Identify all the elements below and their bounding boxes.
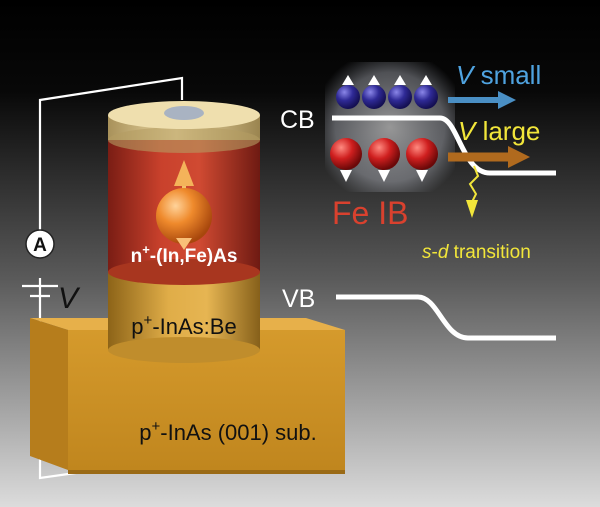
cb-label: CB bbox=[280, 106, 315, 134]
substrate-label: p+-InAs (001) sub. bbox=[139, 418, 317, 445]
valence-band-line bbox=[336, 294, 556, 341]
fe-ib-label: Fe IB bbox=[332, 195, 408, 231]
voltage-label: V bbox=[58, 282, 81, 315]
conduction-band-line bbox=[332, 115, 556, 176]
p-layer-label: p+-InAs:Be bbox=[131, 312, 236, 339]
v-small-arrow bbox=[448, 91, 516, 109]
electron-spin-icon bbox=[156, 160, 212, 250]
sd-transition-arrow bbox=[466, 165, 480, 218]
v-small-label: V small bbox=[456, 60, 541, 90]
ammeter-label: A bbox=[33, 235, 47, 256]
sd-transition-label: s-d transition bbox=[422, 242, 531, 263]
fe-impurity-electrons bbox=[330, 138, 438, 182]
v-large-arrow bbox=[448, 146, 530, 168]
n-layer-label: n+-(In,Fe)As bbox=[131, 242, 238, 267]
v-large-label: V large bbox=[458, 116, 540, 146]
top-contact bbox=[108, 101, 260, 153]
spin-up-electrons bbox=[336, 75, 438, 109]
ammeter-icon: A bbox=[25, 229, 55, 259]
vb-label: VB bbox=[282, 285, 315, 313]
